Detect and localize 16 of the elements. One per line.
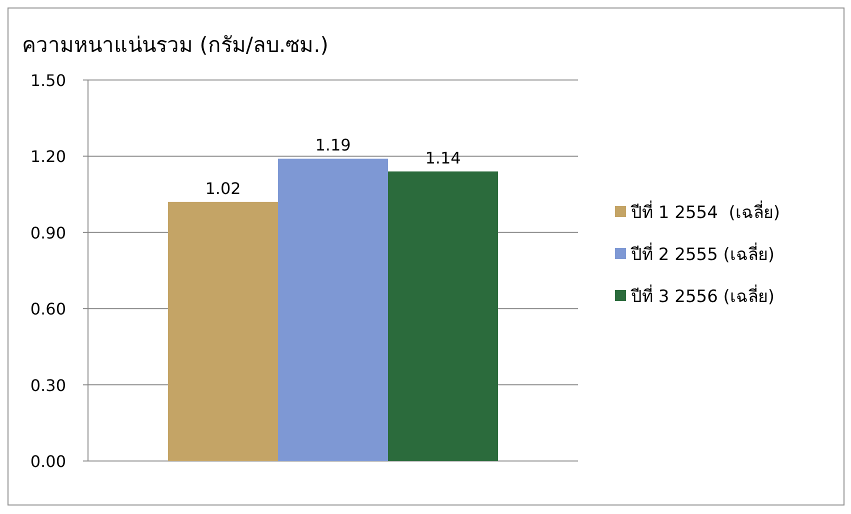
data-label: 1.02: [205, 178, 241, 198]
bar: [278, 158, 388, 461]
y-tick-label: 0.30: [30, 376, 66, 395]
legend-label: ปีที่ 2 2555 (เฉลี่ย): [630, 242, 775, 265]
data-label: 1.19: [315, 136, 351, 155]
legend-label: ปีที่ 1 2554 (เฉลี่ย): [630, 200, 780, 223]
y-tick-label: 1.50: [30, 71, 66, 90]
legend-label: ปีที่ 3 2556 (เฉลี่ย): [630, 284, 775, 307]
chart-title: ความหนาแน่นรวม (กรัม/ลบ.ซม.): [22, 33, 328, 57]
bar: [388, 171, 498, 461]
y-tick-label: 0.90: [30, 223, 66, 242]
y-tick-label: 0.60: [30, 300, 66, 319]
y-tick-label: 1.20: [30, 147, 66, 166]
data-label: 1.14: [425, 148, 461, 168]
y-tick-label: 0.00: [30, 452, 66, 471]
bar: [168, 202, 278, 461]
